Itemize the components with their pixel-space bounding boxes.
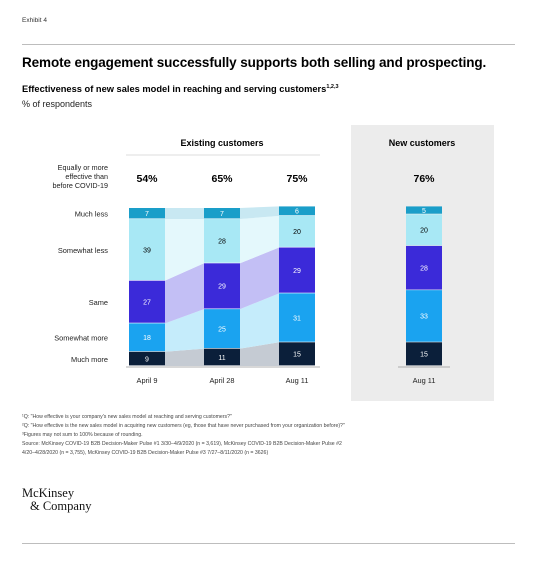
mckinsey-logo: McKinsey & Company xyxy=(22,487,91,512)
bar-segment-much-more xyxy=(406,342,442,366)
source-note-1: Source: McKinsey COVID-19 B2B Decision-M… xyxy=(22,440,342,447)
data-label-much-more: 9 xyxy=(145,356,149,363)
row-label-much-less: Much less xyxy=(75,210,109,219)
header-value-0: 54% xyxy=(136,173,158,185)
row-label-much-more: Much more xyxy=(71,355,108,364)
data-label-much-more: 15 xyxy=(420,352,428,359)
bar-segment-same xyxy=(129,280,165,323)
data-label-same: 27 xyxy=(143,300,151,307)
bar-segment-same xyxy=(279,247,315,293)
connector-band-much-more xyxy=(165,348,204,366)
data-label-much-more: 11 xyxy=(218,355,225,362)
bar-segment-somewhat-less xyxy=(204,219,240,263)
bar-segment-much-less xyxy=(129,208,165,219)
header-row-label-line: effective than xyxy=(65,172,108,181)
footnotes: ¹Q: "How effective is your company's new… xyxy=(22,413,502,458)
row-label-somewhat-more: Somewhat more xyxy=(54,334,108,343)
connector-band-somewhat-more xyxy=(165,309,204,352)
subtitle-text: Effectiveness of new sales model in reac… xyxy=(22,84,327,95)
data-label-much-more: 15 xyxy=(293,352,301,359)
bar-segment-somewhat-more xyxy=(129,323,165,352)
connector-band-much-more xyxy=(240,342,279,366)
connector-band-same xyxy=(165,263,204,324)
data-label-much-less: 5 xyxy=(422,208,426,215)
connector-band-somewhat-more xyxy=(240,293,279,349)
data-label-much-less: 7 xyxy=(145,211,149,218)
data-label-much-less: 6 xyxy=(295,209,299,216)
data-label-somewhat-more: 33 xyxy=(420,314,428,321)
connector-band-same xyxy=(240,247,279,310)
panel-title-new: New customers xyxy=(389,138,456,148)
data-label-much-less: 7 xyxy=(220,211,224,218)
x-tick-label: April 28 xyxy=(209,376,234,385)
header-value-1: 65% xyxy=(211,173,233,185)
logo-line-1: McKinsey xyxy=(22,486,75,500)
exhibit-label: Exhibit 4 xyxy=(22,17,47,24)
bar-segment-somewhat-more xyxy=(279,293,315,342)
bar-segment-somewhat-more xyxy=(204,309,240,349)
data-label-somewhat-less: 28 xyxy=(218,239,226,246)
x-tick-label: Aug 11 xyxy=(413,376,436,385)
stacked-bar-chart: Existing customers New customers Equally o… xyxy=(52,125,494,401)
bar-segment-much-less xyxy=(406,206,442,214)
header-value-2: 75% xyxy=(286,173,308,185)
bar-segment-somewhat-less xyxy=(129,219,165,281)
connector-band-somewhat-less xyxy=(240,215,279,264)
bottom-divider xyxy=(22,543,515,544)
data-label-somewhat-less: 20 xyxy=(293,229,301,236)
bar-segment-same xyxy=(204,263,240,309)
data-label-somewhat-more: 25 xyxy=(218,326,226,333)
connector-band-much-less xyxy=(240,206,279,220)
connector-band-somewhat-less xyxy=(165,219,204,281)
data-label-same: 29 xyxy=(293,268,301,275)
bar-segment-somewhat-less xyxy=(279,215,315,247)
footnote-3: ³Figures may not sum to 100% because of … xyxy=(22,431,143,438)
bar-segment-much-less xyxy=(204,208,240,219)
data-label-somewhat-less: 39 xyxy=(143,247,151,254)
header-row-label-line: before COVID-19 xyxy=(52,181,108,190)
bar-segment-much-more xyxy=(129,351,165,366)
data-label-same: 28 xyxy=(420,266,428,273)
top-divider xyxy=(22,44,515,45)
x-tick-label: April 9 xyxy=(137,376,158,385)
footnote-2: ²Q: "How effective is the new sales mode… xyxy=(22,422,345,429)
bar-segment-somewhat-less xyxy=(406,214,442,246)
source-note-2: 4/20–4/28/2020 (n = 3,755), McKinsey COV… xyxy=(22,449,269,456)
panel-title-existing: Existing customers xyxy=(180,138,263,148)
chart-subtitle: Effectiveness of new sales model in reac… xyxy=(22,84,339,94)
chart-title: Remote engagement successfully supports … xyxy=(22,55,487,70)
unit-label: % of respondents xyxy=(22,99,93,109)
connector-band-much-less xyxy=(165,208,204,220)
x-tick-label: Aug 11 xyxy=(286,376,309,385)
row-label-same: Same xyxy=(89,298,108,307)
bar-segment-somewhat-more xyxy=(406,290,442,342)
data-label-somewhat-less: 20 xyxy=(420,228,428,235)
header-value-3: 76% xyxy=(413,173,435,185)
bar-segment-much-more xyxy=(204,348,240,366)
row-label-somewhat-less: Somewhat less xyxy=(58,246,108,255)
data-label-same: 29 xyxy=(218,284,226,291)
data-label-somewhat-more: 18 xyxy=(143,335,151,342)
logo-line-2: & Company xyxy=(30,498,92,513)
data-label-somewhat-more: 31 xyxy=(293,315,301,322)
bar-segment-much-more xyxy=(279,342,315,366)
footnote-1: ¹Q: "How effective is your company's new… xyxy=(22,414,232,420)
subtitle-footnote-refs: 1,2,3 xyxy=(326,84,339,90)
bar-segment-much-less xyxy=(279,206,315,216)
bar-segment-same xyxy=(406,245,442,290)
header-row-label-line: Equally or more xyxy=(58,163,108,172)
